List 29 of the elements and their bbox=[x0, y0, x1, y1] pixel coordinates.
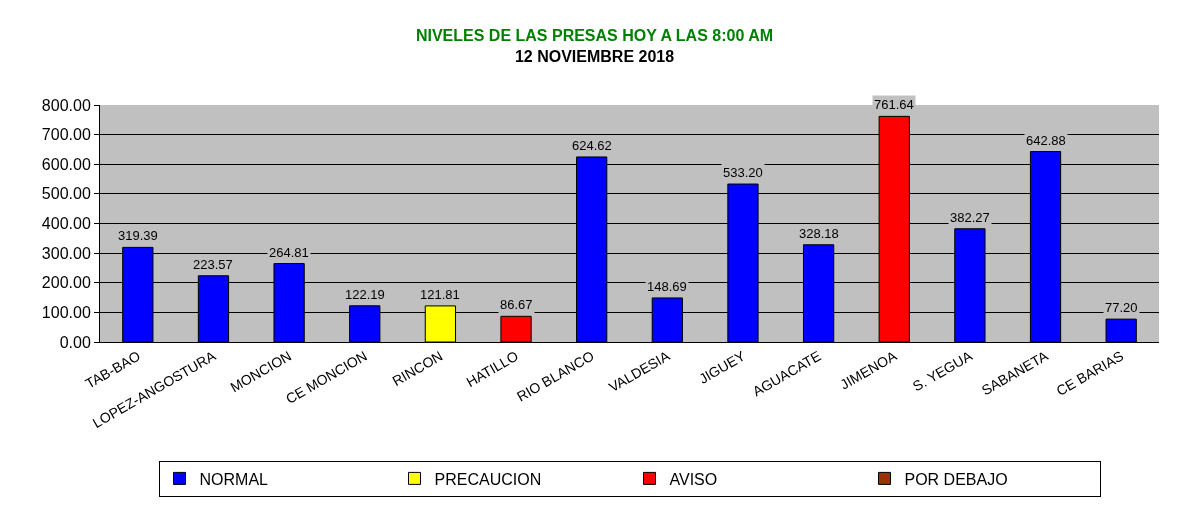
y-tick-label: 400.00 bbox=[41, 215, 91, 233]
legend-label: POR DEBAJO bbox=[904, 470, 1008, 488]
data-label: 264.81 bbox=[269, 245, 309, 260]
data-label: 642.88 bbox=[1026, 133, 1066, 148]
y-tick-label: 500.00 bbox=[41, 185, 91, 203]
data-label: 533.20 bbox=[723, 165, 763, 180]
y-tick-label: 300.00 bbox=[41, 244, 91, 262]
y-tick-label: 600.00 bbox=[41, 155, 91, 173]
data-label: 77.20 bbox=[1105, 300, 1138, 315]
data-label: 223.57 bbox=[193, 257, 233, 272]
data-label: 86.67 bbox=[500, 297, 533, 312]
data-label: 122.19 bbox=[345, 287, 385, 302]
data-label: 382.27 bbox=[950, 210, 990, 225]
chart-title: NIVELES DE LAS PRESAS HOY A LAS 8:00 AM bbox=[415, 26, 774, 44]
data-label: 121.81 bbox=[420, 287, 460, 302]
y-tick-label: 200.00 bbox=[41, 274, 91, 292]
data-label: 761.64 bbox=[874, 97, 914, 112]
legend-label: PRECAUCION bbox=[434, 470, 542, 488]
y-tick-label: 700.00 bbox=[41, 126, 91, 144]
chart-subtitle: 12 NOVIEMBRE 2018 bbox=[514, 47, 675, 65]
data-label: 624.62 bbox=[572, 138, 612, 153]
data-label: 319.39 bbox=[118, 228, 158, 243]
data-label: 148.69 bbox=[647, 279, 687, 294]
y-tick-label: 0.00 bbox=[59, 333, 91, 351]
y-tick-label: 100.00 bbox=[41, 303, 91, 321]
y-tick-label: 800.00 bbox=[41, 96, 91, 114]
legend-label: NORMAL bbox=[199, 470, 269, 488]
data-label: 328.18 bbox=[799, 226, 839, 241]
legend-label: AVISO bbox=[669, 470, 718, 488]
